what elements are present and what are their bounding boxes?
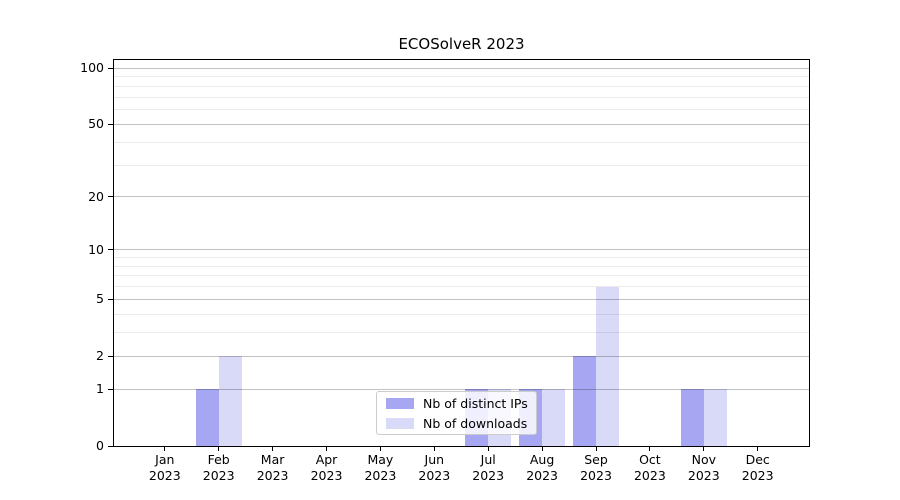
bar-downloads bbox=[218, 356, 242, 446]
chart-title: ECOSolveR 2023 bbox=[398, 35, 525, 53]
y-tick-label: 5 bbox=[96, 291, 104, 307]
x-tick-label: Jul 2023 bbox=[472, 452, 505, 483]
bar-distinct-ips bbox=[680, 389, 704, 446]
gridline-major bbox=[114, 196, 809, 198]
x-tick-label: Oct 2023 bbox=[633, 452, 666, 483]
gridline-minor bbox=[114, 332, 809, 334]
x-tick-label: Feb 2023 bbox=[202, 452, 235, 483]
y-tick bbox=[108, 67, 113, 69]
gridline-major bbox=[114, 249, 809, 251]
gridline-major bbox=[114, 67, 809, 69]
gridline-major bbox=[114, 388, 809, 390]
x-tick-label: Nov 2023 bbox=[687, 452, 720, 483]
gridline-minor bbox=[114, 96, 809, 98]
x-tick bbox=[164, 447, 166, 451]
x-tick bbox=[379, 447, 381, 451]
y-tick bbox=[108, 388, 113, 390]
gridline-minor bbox=[114, 265, 809, 267]
x-tick bbox=[649, 447, 651, 451]
gridline-minor bbox=[114, 76, 809, 78]
y-tick-label: 50 bbox=[88, 116, 104, 132]
gridline-minor bbox=[114, 257, 809, 259]
legend-item-distinct-ips: Nb of distinct IPs bbox=[377, 395, 536, 412]
x-tick bbox=[757, 447, 759, 451]
y-tick-label: 1 bbox=[96, 381, 104, 397]
plot-canvas bbox=[114, 60, 809, 446]
bar-downloads bbox=[703, 389, 727, 446]
bar-downloads bbox=[596, 286, 619, 446]
gridline-major bbox=[114, 355, 809, 357]
legend-swatch-distinct-ips bbox=[386, 397, 414, 409]
y-tick-label: 10 bbox=[88, 241, 104, 257]
x-tick-label: Aug 2023 bbox=[526, 452, 558, 483]
gridline-major bbox=[114, 298, 809, 300]
x-tick-label: Sep 2023 bbox=[580, 452, 612, 483]
y-tick bbox=[108, 249, 113, 251]
y-tick-label: 0 bbox=[96, 438, 104, 453]
gridline-minor bbox=[114, 164, 809, 166]
gridline-minor bbox=[114, 275, 809, 277]
y-tick-label: 20 bbox=[88, 188, 104, 204]
gridline-minor bbox=[114, 286, 809, 288]
y-tick-label: 2 bbox=[96, 348, 104, 364]
gridline-minor bbox=[114, 313, 809, 315]
y-tick bbox=[108, 298, 113, 300]
x-tick bbox=[703, 447, 705, 451]
legend-label-distinct-ips: Nb of distinct IPs bbox=[423, 395, 528, 411]
x-tick-label: Jan 2023 bbox=[148, 452, 181, 483]
plot-area bbox=[113, 59, 810, 447]
legend-label-downloads: Nb of downloads bbox=[423, 415, 528, 431]
x-tick-label: Apr 2023 bbox=[310, 452, 343, 483]
y-tick bbox=[108, 445, 113, 447]
bar-distinct-ips bbox=[195, 389, 219, 446]
gridline-minor bbox=[114, 86, 809, 87]
y-tick-label: 100 bbox=[80, 60, 104, 76]
y-tick bbox=[108, 196, 113, 198]
y-tick bbox=[108, 355, 113, 357]
x-tick bbox=[595, 447, 597, 451]
x-tick bbox=[433, 447, 435, 451]
x-tick-label: May 2023 bbox=[364, 452, 397, 483]
legend-swatch-downloads bbox=[386, 417, 414, 429]
y-tick bbox=[108, 123, 113, 125]
x-tick bbox=[326, 447, 327, 451]
gridline-minor bbox=[114, 109, 809, 111]
x-tick-label: Jun 2023 bbox=[418, 452, 451, 483]
gridline-major bbox=[114, 123, 809, 125]
gridline-minor bbox=[114, 141, 809, 143]
bar-distinct-ips bbox=[573, 356, 596, 446]
x-tick bbox=[272, 447, 274, 451]
bar-downloads bbox=[542, 389, 566, 446]
x-tick bbox=[541, 447, 543, 451]
x-tick-label: Dec 2023 bbox=[741, 452, 774, 483]
legend: Nb of distinct IPs Nb of downloads bbox=[376, 391, 537, 435]
x-tick bbox=[487, 447, 489, 451]
legend-item-downloads: Nb of downloads bbox=[377, 415, 536, 432]
x-tick bbox=[218, 447, 220, 451]
x-tick-label: Mar 2023 bbox=[256, 452, 289, 483]
